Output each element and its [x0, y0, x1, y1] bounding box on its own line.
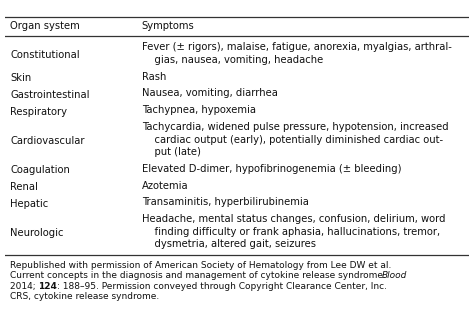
- Text: : 188–95. Permission conveyed through Copyright Clearance Center, Inc.: : 188–95. Permission conveyed through Co…: [57, 282, 387, 291]
- Text: Fever (± rigors), malaise, fatigue, anorexia, myalgias, arthral-: Fever (± rigors), malaise, fatigue, anor…: [142, 42, 452, 52]
- Text: Renal: Renal: [10, 182, 38, 192]
- Text: Azotemia: Azotemia: [142, 180, 188, 191]
- Text: Transaminitis, hyperbilirubinemia: Transaminitis, hyperbilirubinemia: [142, 197, 309, 207]
- Text: Symptoms: Symptoms: [142, 21, 194, 31]
- Text: 124: 124: [38, 282, 57, 291]
- Text: Respiratory: Respiratory: [10, 107, 67, 117]
- Text: Tachypnea, hypoxemia: Tachypnea, hypoxemia: [142, 105, 256, 115]
- Text: 2014;: 2014;: [10, 282, 39, 291]
- Text: Skin: Skin: [10, 73, 32, 83]
- Text: Cardiovascular: Cardiovascular: [10, 136, 85, 146]
- Text: Rash: Rash: [142, 72, 166, 82]
- Text: Gastrointestinal: Gastrointestinal: [10, 90, 90, 100]
- Text: CRS, cytokine release syndrome.: CRS, cytokine release syndrome.: [10, 292, 160, 301]
- Text: Organ system: Organ system: [10, 21, 80, 31]
- Text: Coagulation: Coagulation: [10, 165, 70, 175]
- Text: Republished with permission of American Society of Hematology from Lee DW et al.: Republished with permission of American …: [10, 261, 392, 270]
- Text: Current concepts in the diagnosis and management of cytokine release syndrome.: Current concepts in the diagnosis and ma…: [10, 271, 389, 280]
- Text: cardiac output (early), potentially diminished cardiac out-: cardiac output (early), potentially dimi…: [142, 134, 443, 145]
- Text: Blood: Blood: [382, 271, 407, 280]
- Text: put (late): put (late): [142, 147, 201, 157]
- Text: Neurologic: Neurologic: [10, 228, 64, 238]
- Text: Nausea, vomiting, diarrhea: Nausea, vomiting, diarrhea: [142, 88, 278, 98]
- Text: Constitutional: Constitutional: [10, 50, 80, 60]
- Text: Hepatic: Hepatic: [10, 199, 48, 209]
- Text: Tachycardia, widened pulse pressure, hypotension, increased: Tachycardia, widened pulse pressure, hyp…: [142, 122, 448, 132]
- Text: finding difficulty or frank aphasia, hallucinations, tremor,: finding difficulty or frank aphasia, hal…: [142, 227, 440, 237]
- Text: Headache, mental status changes, confusion, delirium, word: Headache, mental status changes, confusi…: [142, 214, 445, 224]
- Text: dysmetria, altered gait, seizures: dysmetria, altered gait, seizures: [142, 239, 316, 249]
- Text: gias, nausea, vomiting, headache: gias, nausea, vomiting, headache: [142, 55, 323, 65]
- Text: Elevated D-dimer, hypofibrinogenemia (± bleeding): Elevated D-dimer, hypofibrinogenemia (± …: [142, 164, 401, 174]
